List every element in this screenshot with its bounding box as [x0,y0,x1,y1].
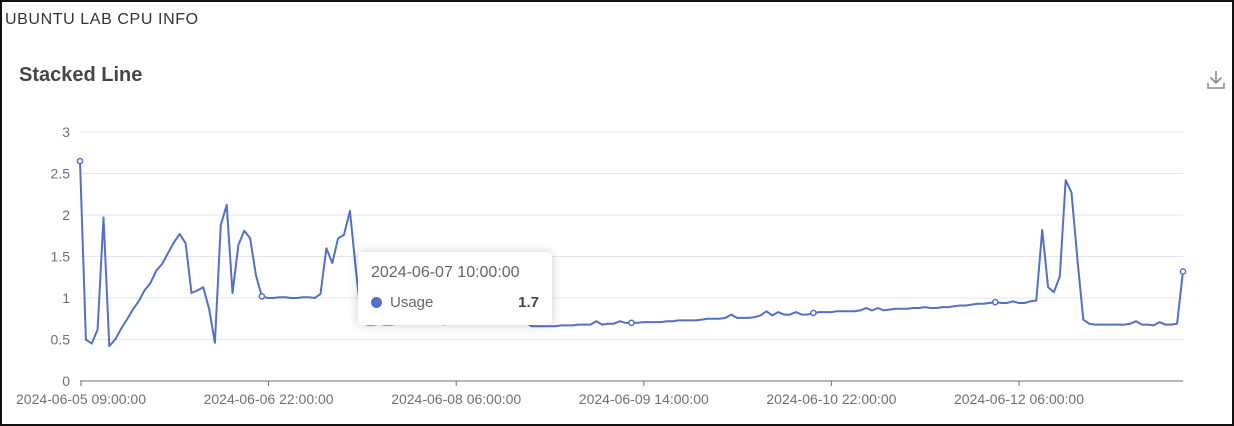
y-tick-label: 2 [62,207,70,223]
y-tick-label: 3 [62,124,70,140]
y-tick-label: 1 [62,290,70,306]
data-point [810,309,817,317]
download-icon[interactable] [1204,68,1228,92]
x-tick-label: 2024-06-08 06:00:00 [391,391,521,407]
x-tick-label: 2024-06-06 22:00:00 [204,391,334,407]
data-point [76,157,84,165]
data-point [991,298,999,306]
app-title: UBUNTU LAB CPU INFO [5,11,199,28]
tooltip-series-marker [371,297,382,308]
tooltip-series-name: Usage [390,294,434,311]
data-point [628,319,635,327]
x-tick-label: 2024-06-05 09:00:00 [16,391,146,407]
x-tick-label: 2024-06-09 14:00:00 [579,391,709,407]
tooltip-value: 1.7 [518,294,539,311]
series-line-usage [79,160,1184,348]
x-tick-label: 2024-06-12 06:00:00 [954,391,1084,407]
data-point [258,292,266,300]
data-point [1179,268,1187,275]
y-tick-label: 0.5 [51,332,71,348]
tooltip-time: 2024-06-07 10:00:00 [371,264,520,281]
chart-title: Stacked Line [19,64,143,86]
y-tick-label: 1.5 [51,249,71,265]
y-tick-label: 0 [62,373,70,389]
x-tick-label: 2024-06-10 22:00:00 [766,391,896,407]
y-tick-label: 2.5 [51,166,71,182]
tooltip: 2024-06-07 10:00:00 Usage 1.7 [358,252,552,325]
